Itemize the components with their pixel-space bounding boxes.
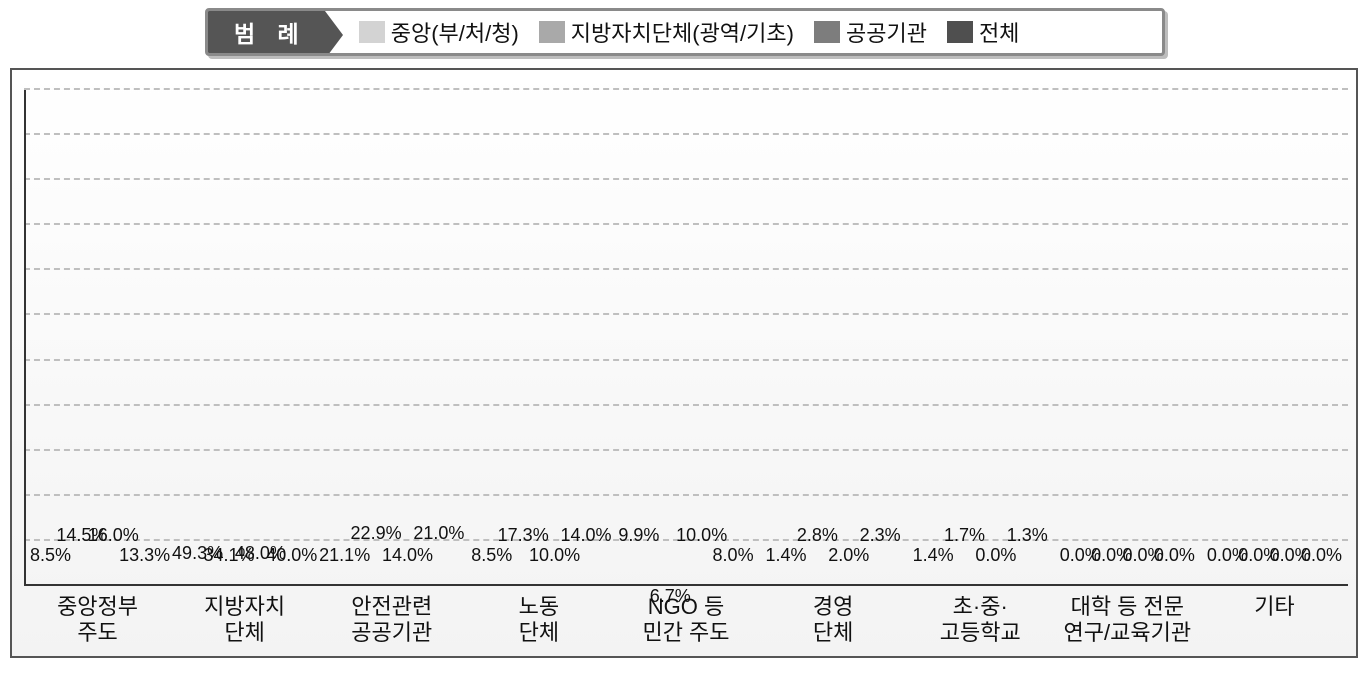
bars: 0.0%0.0%0.0%0.0% [1213,90,1337,586]
plot-area: 8.5%14.5%16.0%13.3%49.3%34.1%48.0%40.0%2… [24,90,1348,586]
bars: 1.4%1.7%0.0%1.3% [918,90,1042,586]
legend-title: 범 례 [208,11,325,53]
bar-group: 8.5%17.3%10.0%14.0% [465,90,612,586]
value-label: 1.4% [913,546,954,565]
bar-group: 49.3%34.1%48.0%40.0% [171,90,318,586]
value-label: 1.3% [1007,526,1048,545]
value-label: 10.0% [676,526,727,545]
legend-box: 범 례 중앙(부/처/청) 지방자치단체(광역/기초) 공공기관 전체 [205,8,1165,56]
value-label: 14.0% [560,526,611,545]
x-label: 경영 단체 [760,592,907,654]
value-label: 1.7% [944,526,985,545]
bars: 8.5%17.3%10.0%14.0% [477,90,601,586]
legend-item-1: 지방자치단체(광역/기초) [539,16,794,48]
legend-swatch-1 [539,21,565,43]
legend-swatch-2 [814,21,840,43]
x-label: NGO 등 민간 주도 [612,592,759,654]
value-label: 8.5% [30,546,71,565]
value-label: 22.9% [351,524,402,543]
bars: 1.4%2.8%2.0%2.3% [771,90,895,586]
x-label: 지방자치 단체 [171,592,318,654]
bars: 0.0%0.0%0.0%0.0% [1066,90,1190,586]
value-label: 2.3% [860,526,901,545]
legend-swatch-3 [947,21,973,43]
legend-label-2: 공공기관 [846,16,927,48]
value-label: 14.0% [382,546,433,565]
legend-item-3: 전체 [947,16,1019,48]
value-label: 13.3% [119,546,170,565]
value-label: 0.0% [1154,546,1195,565]
legend-swatch-0 [359,21,385,43]
value-label: 8.0% [713,546,754,565]
bars: 21.1%22.9%14.0%21.0% [330,90,454,586]
legend-label-3: 전체 [979,16,1019,48]
value-label: 2.0% [828,546,869,565]
bars: 9.9%6.7%10.0%8.0% [624,90,748,586]
x-label: 초·중· 고등학교 [907,592,1054,654]
bars: 8.5%14.5%16.0%13.3% [36,90,160,586]
legend-label-1: 지방자치단체(광역/기초) [571,16,794,48]
bar-group: 1.4%1.7%0.0%1.3% [907,90,1054,586]
legend-label-0: 중앙(부/처/청) [391,16,519,48]
value-label: 10.0% [529,546,580,565]
bar-groups: 8.5%14.5%16.0%13.3%49.3%34.1%48.0%40.0%2… [24,90,1348,586]
bar-group: 1.4%2.8%2.0%2.3% [760,90,907,586]
bar-group: 9.9%6.7%10.0%8.0% [612,90,759,586]
x-label: 안전관련 공공기관 [318,592,465,654]
legend-item-0: 중앙(부/처/청) [359,16,519,48]
legend-items: 중앙(부/처/청) 지방자치단체(광역/기초) 공공기관 전체 [325,11,1020,53]
legend: 범 례 중앙(부/처/청) 지방자치단체(광역/기초) 공공기관 전체 [205,8,1165,56]
x-label: 중앙정부 주도 [24,592,171,654]
x-label: 대학 등 전문 연구/교육기관 [1054,592,1201,654]
chart-frame: 8.5%14.5%16.0%13.3%49.3%34.1%48.0%40.0%2… [10,68,1358,658]
value-label: 8.5% [471,546,512,565]
value-label: 0.0% [1301,546,1342,565]
value-label: 1.4% [765,546,806,565]
value-label: 21.1% [319,546,370,565]
bar-group: 0.0%0.0%0.0%0.0% [1054,90,1201,586]
bars: 49.3%34.1%48.0%40.0% [183,90,307,586]
value-label: 17.3% [498,526,549,545]
bar-group: 8.5%14.5%16.0%13.3% [24,90,171,586]
bar-group: 21.1% 22.9% 14.0% 21.0% [318,90,465,586]
x-labels: 중앙정부 주도지방자치 단체안전관련 공공기관노동 단체NGO 등 민간 주도경… [24,592,1348,654]
value-label: 16.0% [88,526,139,545]
value-label: 0.0% [975,546,1016,565]
legend-item-2: 공공기관 [814,16,927,48]
x-label: 노동 단체 [465,592,612,654]
value-label: 9.9% [618,526,659,545]
value-label: 40.0% [266,546,317,565]
bar-group: 0.0%0.0%0.0%0.0% [1201,90,1348,586]
value-label: 2.8% [797,526,838,545]
x-label: 기타 [1201,592,1348,654]
value-label: 21.0% [413,524,464,543]
